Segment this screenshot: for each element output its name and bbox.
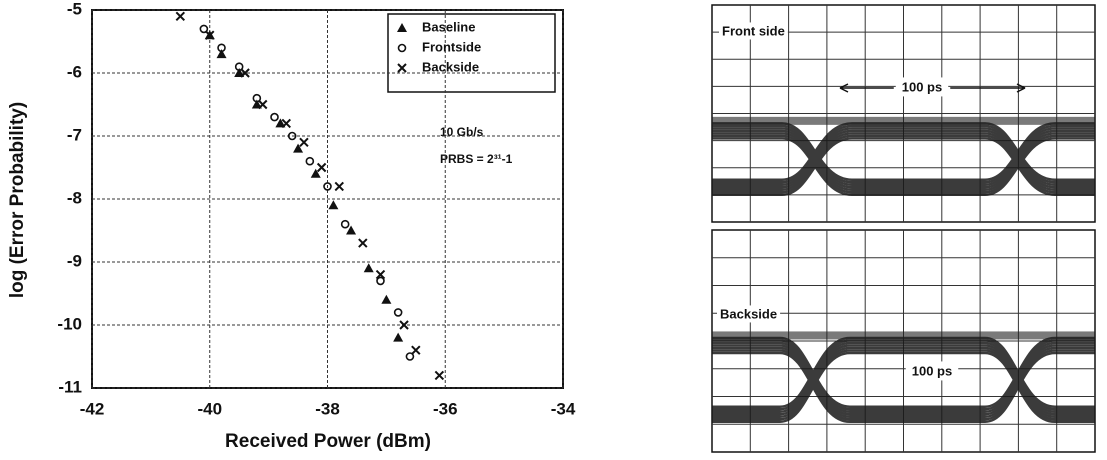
marker xyxy=(393,333,403,342)
marker xyxy=(435,371,443,379)
y-tick-label: -9 xyxy=(67,251,82,270)
x-tick-label: -36 xyxy=(433,399,458,418)
eye-annotation: 100 ps xyxy=(902,79,942,94)
figure: Received Power (dBm) log (Error Probabil… xyxy=(0,0,1107,460)
marker xyxy=(300,138,308,146)
x-tick-label: -34 xyxy=(551,399,576,418)
y-tick-label: -10 xyxy=(57,314,82,333)
eye-label: Backside xyxy=(720,306,777,321)
marker xyxy=(217,49,227,58)
marker xyxy=(342,221,349,228)
y-tick-label: -7 xyxy=(67,125,82,144)
marker xyxy=(176,12,184,20)
marker xyxy=(259,101,267,109)
x-tick-label: -38 xyxy=(315,399,340,418)
marker xyxy=(395,309,402,316)
legend-label: Frontside xyxy=(422,39,481,54)
y-axis-title: log (Error Probability) xyxy=(7,102,28,298)
x-tick-label: -40 xyxy=(197,399,222,418)
marker xyxy=(359,239,367,247)
legend-label: Backside xyxy=(422,59,479,74)
marker xyxy=(328,200,338,209)
marker xyxy=(282,119,290,127)
y-tick-label: -5 xyxy=(67,0,82,18)
y-tick-label: -11 xyxy=(58,377,82,396)
x-tick-label: -42 xyxy=(80,399,105,418)
eye-band xyxy=(712,331,1095,339)
marker xyxy=(271,114,278,121)
marker xyxy=(306,158,313,165)
annotation: PRBS = 2³¹-1 xyxy=(440,152,513,166)
y-tick-label: -8 xyxy=(67,188,82,207)
legend-label: Baseline xyxy=(422,19,475,34)
marker xyxy=(381,295,391,304)
x-axis-title: Received Power (dBm) xyxy=(225,431,431,452)
annotation: 10 Gb/s xyxy=(440,125,484,139)
y-tick-label: -6 xyxy=(67,62,82,81)
eye-band xyxy=(712,117,1095,125)
eye-annotation: 100 ps xyxy=(912,363,952,378)
marker xyxy=(335,182,343,190)
marker xyxy=(364,263,374,272)
marker xyxy=(412,346,420,354)
marker xyxy=(400,321,408,329)
marker xyxy=(318,164,326,172)
eye-label: Front side xyxy=(722,23,785,38)
